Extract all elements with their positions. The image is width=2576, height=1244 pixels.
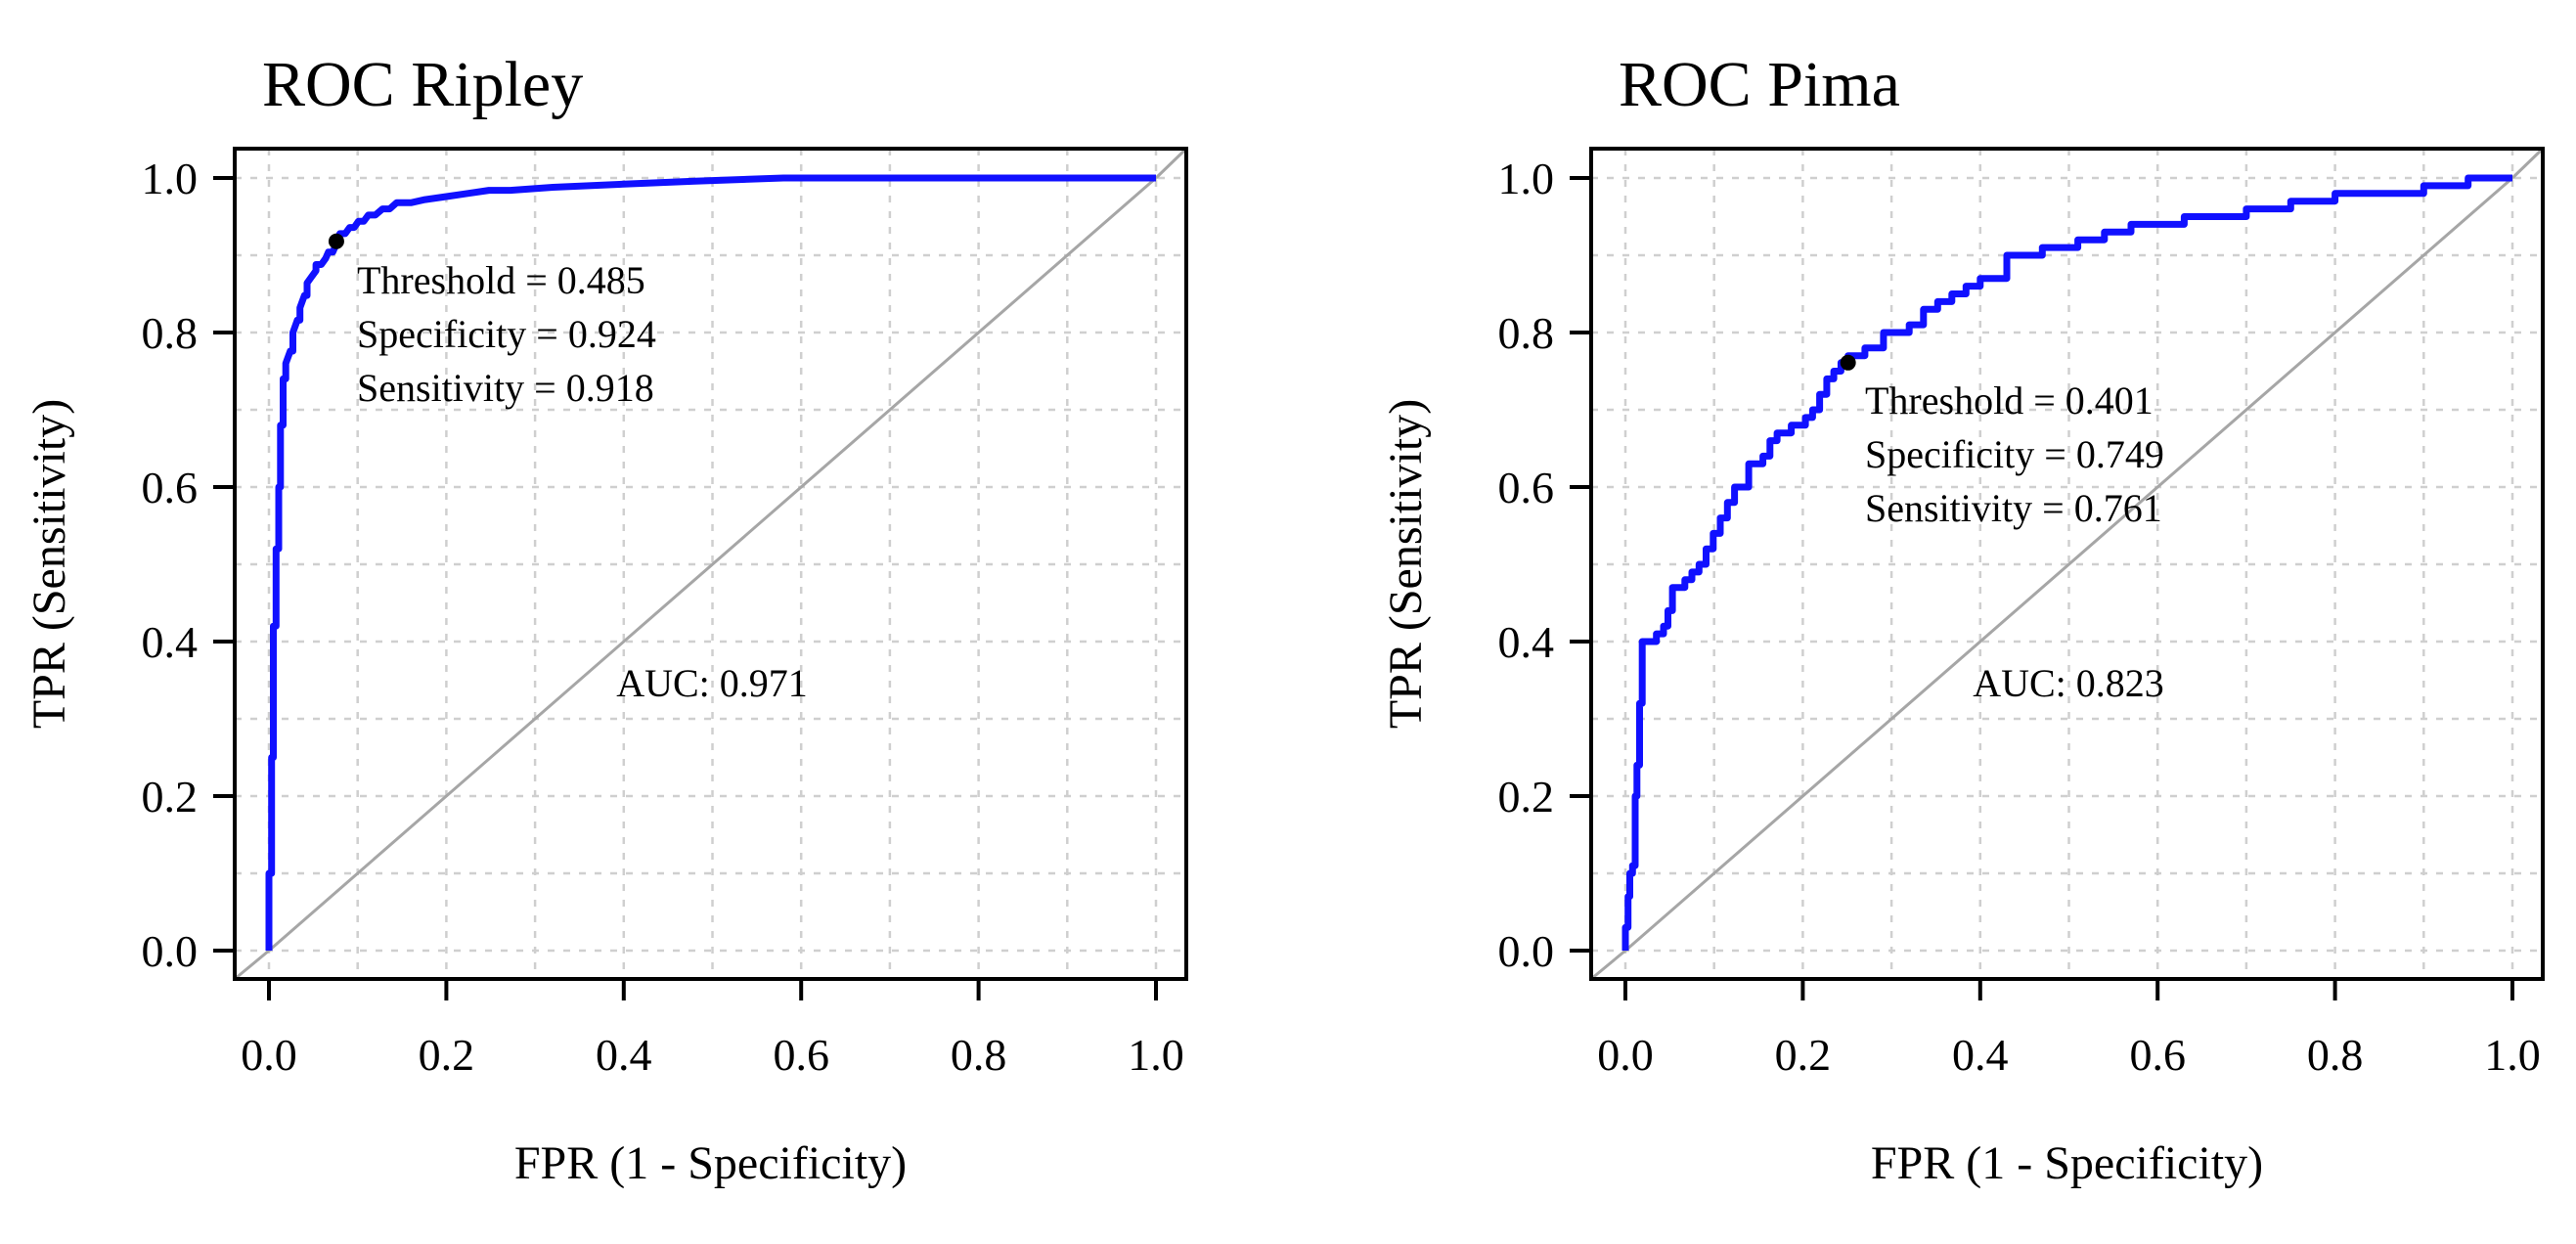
y-tick-label: 0.8 (1498, 308, 1555, 358)
roc-curve (1621, 174, 2512, 951)
x-axis-label: FPR (1 - Specificity) (514, 1137, 907, 1189)
plot-frame (1589, 147, 2545, 981)
x-tick-label: 0.4 (1952, 1030, 2009, 1080)
x-tick-label: 0.2 (419, 1030, 475, 1080)
x-axis-label: FPR (1 - Specificity) (1871, 1137, 2263, 1189)
y-tick-label: 0.6 (1498, 463, 1555, 512)
y-axis-label: TPR (Sensitivity) (23, 399, 75, 729)
reference-diagonal-extension (1590, 949, 1626, 981)
y-tick-label: 0.4 (1498, 617, 1555, 667)
optimal-threshold-point (1840, 354, 1856, 371)
auc-label: AUC: 0.823 (1973, 661, 2164, 705)
y-tick-label: 1.0 (1498, 154, 1555, 203)
chart-title: ROC Ripley (262, 49, 583, 120)
auc-label: AUC: 0.971 (616, 661, 808, 705)
y-tick-label: 0.0 (1498, 926, 1555, 976)
x-tick-label: 0.0 (1597, 1030, 1654, 1080)
x-tick-label: 1.0 (2484, 1030, 2541, 1080)
threshold-annotation: Sensitivity = 0.918 (357, 366, 654, 410)
threshold-annotation: Specificity = 0.924 (357, 312, 656, 356)
roc-panel-1: 0.0 0.2 0.4 0.6 0.8 1.0 0.0 0.2 0.4 0.6 0.8 1.0 ROC … (23, 49, 1188, 1189)
y-tick-label: 0.8 (142, 308, 199, 358)
reference-diagonal-extension (2510, 147, 2545, 180)
y-tick-label: 0.2 (142, 772, 199, 822)
y-tick-label: 0.6 (142, 463, 199, 512)
roc-curve (265, 174, 1156, 951)
x-tick-label: 0.2 (1775, 1030, 1832, 1080)
y-tick-label: 0.4 (142, 617, 199, 667)
y-tick-label: 0.2 (1498, 772, 1555, 822)
reference-diagonal (268, 176, 1157, 953)
chart-title: ROC Pima (1619, 49, 1900, 120)
x-tick-label: 0.6 (2129, 1030, 2186, 1080)
axis-ticks: 0.0 0.2 0.4 0.6 0.8 1.0 0.0 0.2 0.4 0.6 0.8 1.0 (1498, 154, 2541, 1080)
reference-diagonal (1624, 176, 2513, 953)
y-axis-label: TPR (Sensitivity) (1380, 399, 1432, 729)
x-tick-label: 0.0 (241, 1030, 297, 1080)
roc-panel-2: 0.0 0.2 0.4 0.6 0.8 1.0 0.0 0.2 0.4 0.6 0.8 1.0 ROC … (1380, 49, 2545, 1189)
y-tick-label: 1.0 (142, 154, 199, 203)
plot-frame (233, 147, 1188, 981)
x-tick-label: 0.6 (773, 1030, 829, 1080)
x-tick-label: 0.8 (951, 1030, 1007, 1080)
y-tick-label: 0.0 (142, 926, 199, 976)
reference-diagonal-extension (234, 949, 270, 981)
x-tick-label: 0.4 (596, 1030, 652, 1080)
threshold-annotation: Specificity = 0.749 (1865, 432, 2164, 476)
x-tick-label: 0.8 (2307, 1030, 2364, 1080)
grid-lines (1591, 149, 2543, 979)
reference-diagonal-extension (1154, 147, 1188, 180)
x-tick-label: 1.0 (1128, 1030, 1184, 1080)
axis-ticks: 0.0 0.2 0.4 0.6 0.8 1.0 0.0 0.2 0.4 0.6 0.8 1.0 (142, 154, 1184, 1080)
optimal-threshold-point (328, 233, 344, 249)
threshold-annotation: Threshold = 0.485 (357, 258, 645, 302)
grid-lines (235, 149, 1186, 979)
threshold-annotation: Sensitivity = 0.761 (1865, 486, 2162, 530)
threshold-annotation: Threshold = 0.401 (1865, 378, 2154, 422)
